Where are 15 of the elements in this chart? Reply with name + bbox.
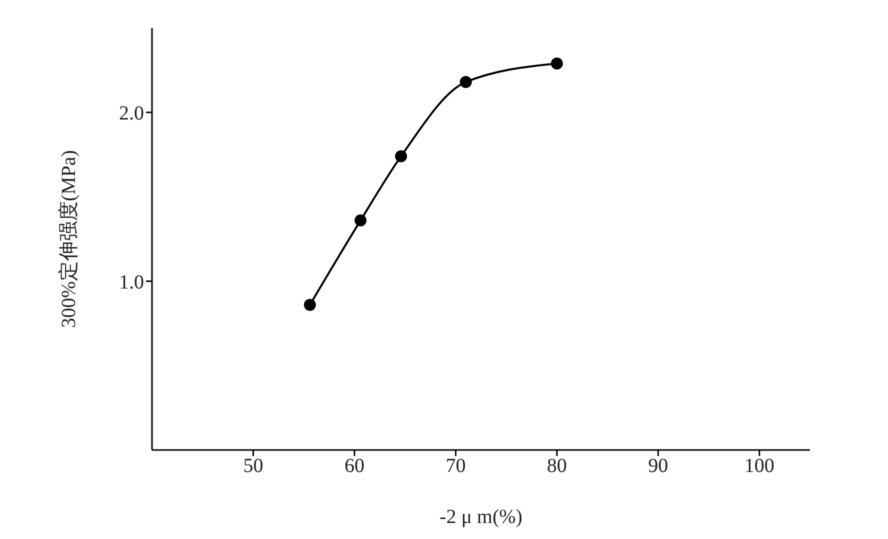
x-tick-label: 100 bbox=[744, 455, 774, 478]
y-tick-label: 2.0 bbox=[119, 102, 144, 124]
x-tick-label: 60 bbox=[344, 455, 364, 478]
x-tick-label: 70 bbox=[446, 455, 466, 478]
point bbox=[304, 298, 316, 311]
y-axis-title: 300%定伸强度(MPa) bbox=[58, 150, 80, 328]
point bbox=[460, 76, 472, 88]
point bbox=[550, 57, 563, 70]
point bbox=[354, 214, 367, 226]
x-tick-label: 90 bbox=[648, 455, 668, 478]
point bbox=[395, 150, 408, 162]
x-axis-title: -2 μ m(%) bbox=[440, 506, 522, 528]
x-tick-label: 50 bbox=[243, 455, 264, 478]
y-tick-label: 1.0 bbox=[119, 271, 144, 294]
x-tick-label: 80 bbox=[546, 455, 567, 478]
